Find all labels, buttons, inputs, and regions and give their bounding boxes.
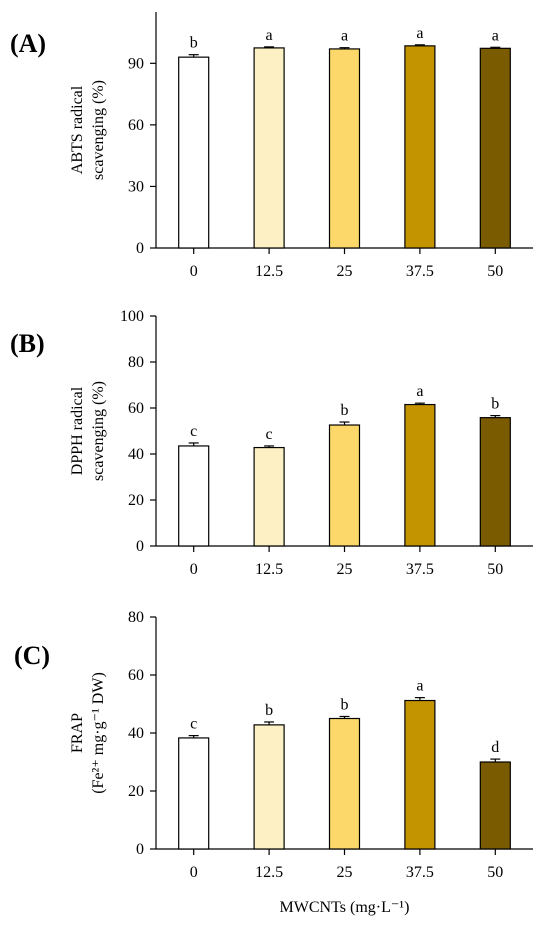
panel-label: (C) [14, 641, 50, 670]
y-tick-label: 30 [128, 178, 144, 195]
y-tick-label: 20 [128, 783, 144, 800]
bar-25 [328, 424, 361, 547]
x-axis-title: MWCNTs (mg·L⁻¹) [280, 899, 410, 916]
bar-37-5 [404, 403, 436, 547]
x-tick-label: 37.5 [406, 864, 434, 881]
x-tick-label: 0 [190, 561, 198, 578]
significance-letter: a [416, 25, 423, 42]
significance-letter: a [416, 678, 423, 695]
x-tick-label: 12.5 [255, 864, 283, 881]
y-tick-label: 90 [128, 55, 144, 72]
y-axis-title: FRAP (Fe²⁺ mg·g⁻¹ DW) [69, 672, 107, 794]
y-axis-title-line: (Fe²⁺ mg·g⁻¹ DW) [90, 672, 107, 794]
bar-0 [178, 445, 210, 547]
y-tick-label: 60 [128, 667, 144, 684]
y-tick-label: 80 [128, 609, 144, 626]
x-tick-label: 12.5 [255, 263, 283, 280]
y-tick-label: 80 [128, 354, 144, 371]
significance-letter: a [266, 27, 273, 44]
significance-letter: c [190, 423, 197, 440]
x-tick-label: 12.5 [255, 561, 283, 578]
significance-letter: b [491, 396, 499, 413]
y-tick-label: 60 [128, 117, 144, 134]
y-axis-title-line: ABTS radical [69, 85, 86, 174]
significance-letter: b [190, 35, 198, 52]
significance-letter: b [341, 402, 349, 419]
significance-letter: a [416, 383, 423, 400]
x-tick-label: 37.5 [406, 263, 434, 280]
significance-letter: d [491, 739, 499, 756]
x-tick-label: 50 [487, 864, 503, 881]
y-axis-title: ABTS radical scavenging (%) [69, 80, 107, 180]
x-tick-label: 25 [337, 263, 353, 280]
x-tick-label: 50 [487, 561, 503, 578]
panel-label: (B) [10, 329, 45, 358]
significance-letter: c [266, 426, 273, 443]
y-tick-label: 100 [120, 308, 144, 325]
bar-50 [479, 761, 511, 850]
significance-letter: b [341, 696, 349, 713]
bar-25 [328, 48, 361, 249]
y-axis-title-line: FRAP [69, 713, 86, 753]
significance-letter: b [265, 702, 273, 719]
y-tick-label: 40 [128, 725, 144, 742]
x-tick-label: 25 [337, 864, 353, 881]
x-tick-label: 25 [337, 561, 353, 578]
bar-37-5 [404, 45, 436, 249]
bar-50 [479, 47, 511, 249]
y-tick-label: 40 [128, 446, 144, 463]
bar-25 [328, 717, 361, 850]
panel-label: (A) [10, 29, 46, 58]
y-axis-title-line: scavenging (%) [90, 80, 107, 180]
y-axis-title-line: DPPH radical [69, 386, 86, 475]
y-tick-label: 60 [128, 400, 144, 417]
significance-letter: c [190, 716, 197, 733]
bar-12-5 [253, 47, 285, 249]
x-tick-label: 0 [190, 864, 198, 881]
y-tick-label: 0 [136, 538, 144, 555]
x-tick-label: 37.5 [406, 561, 434, 578]
y-axis-title: DPPH radical scavenging (%) [69, 381, 107, 481]
bar-0 [178, 737, 210, 850]
y-axis-title-line: scavenging (%) [90, 381, 107, 481]
x-tick-label: 50 [487, 263, 503, 280]
bar-37-5 [404, 699, 436, 850]
y-tick-label: 20 [128, 492, 144, 509]
y-tick-label: 0 [136, 240, 144, 257]
y-tick-label: 0 [136, 841, 144, 858]
bar-12-5 [253, 724, 285, 850]
significance-letter: a [341, 28, 348, 45]
bar-0 [178, 56, 210, 249]
bar-50 [479, 417, 511, 547]
bar-12-5 [253, 446, 285, 547]
significance-letter: a [492, 27, 499, 44]
x-tick-label: 0 [190, 263, 198, 280]
